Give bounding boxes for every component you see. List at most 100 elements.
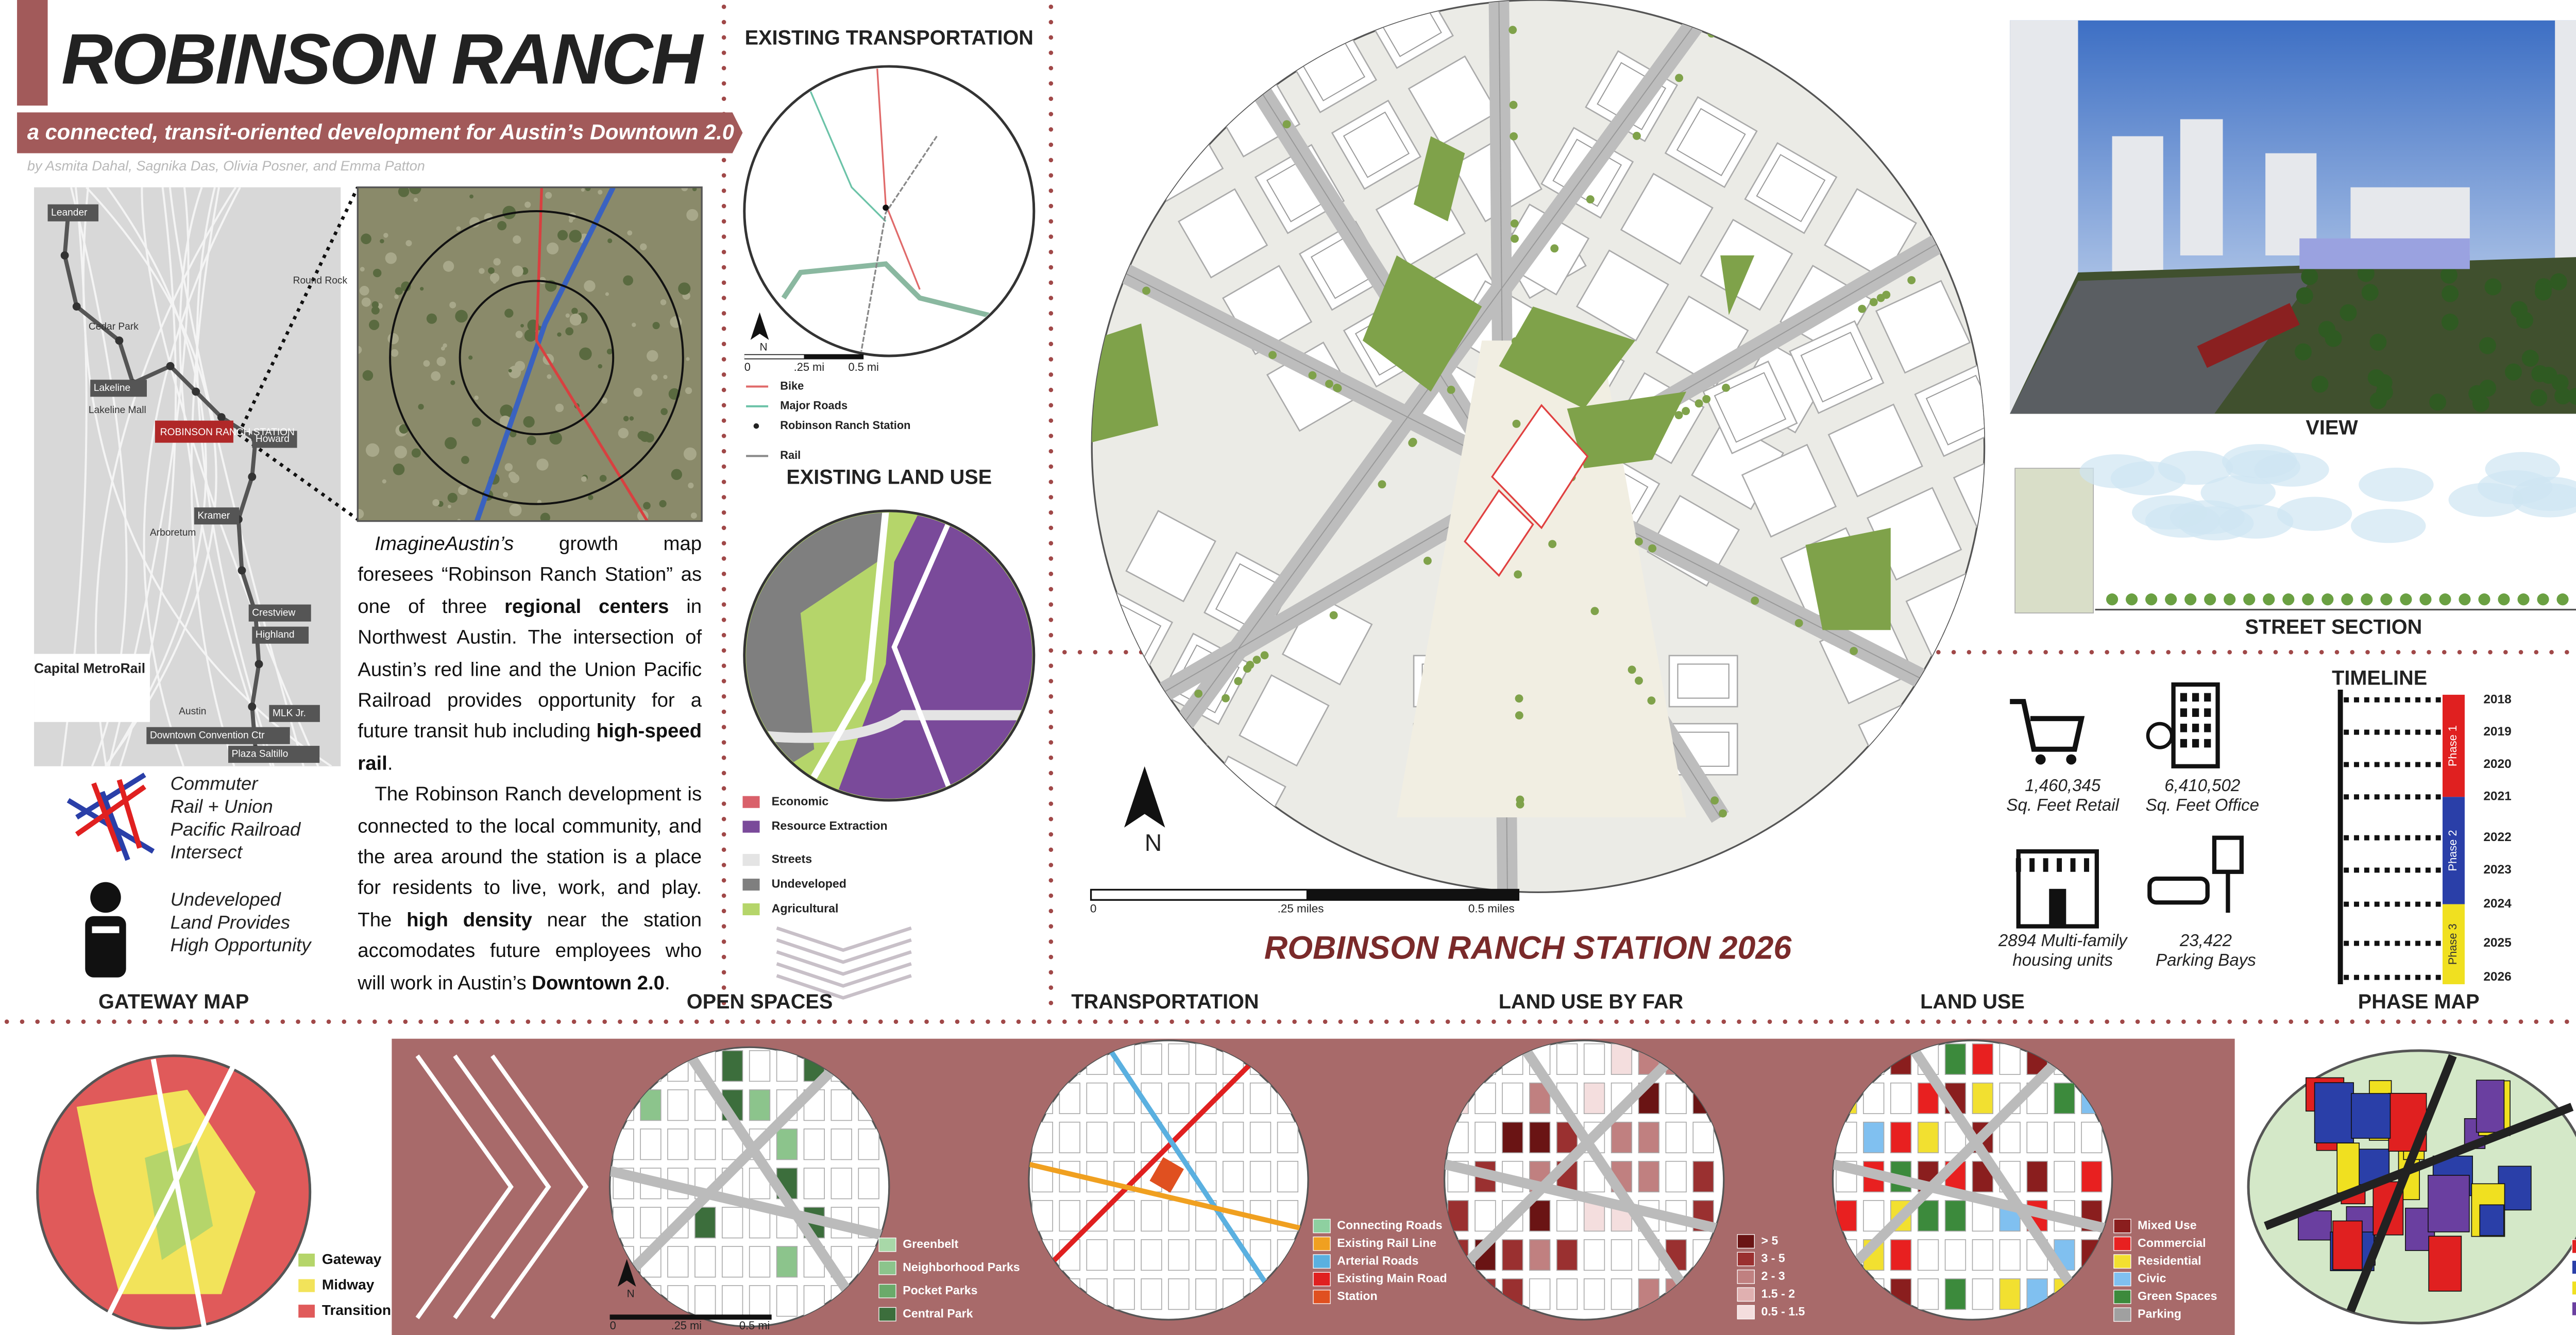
legend-label: 2 - 3 (1761, 1269, 1785, 1282)
tree (508, 369, 512, 373)
tree (1447, 385, 1455, 394)
tree (549, 432, 562, 445)
map-label: Lakeline (94, 383, 130, 393)
chevron (776, 950, 912, 976)
block (694, 1207, 716, 1239)
block (1249, 1160, 1272, 1193)
tree (513, 235, 521, 244)
block (1168, 1200, 1190, 1232)
phase-building (2476, 1080, 2505, 1133)
tree (1511, 234, 1519, 243)
view-tree (2530, 389, 2548, 406)
building (1343, 111, 1410, 178)
section-tree (2498, 593, 2510, 606)
section-tree (2204, 593, 2216, 606)
section-title: EXISTING TRANSPORTATION (745, 27, 1033, 49)
text: ImagineAustin’s (375, 533, 514, 555)
legend-label: Arterial Roads (1337, 1254, 1418, 1267)
label-box (155, 420, 233, 443)
tree (449, 301, 456, 309)
tree (660, 408, 668, 415)
stat: Sq. Feet Retail (2006, 796, 2120, 815)
tree (671, 469, 682, 480)
cart-icon (2010, 699, 2085, 752)
section-tree (2243, 593, 2256, 606)
station (166, 362, 175, 370)
legend-label: Economic (772, 794, 829, 808)
section-tree (2478, 593, 2490, 606)
tree (1876, 294, 1885, 302)
block (1665, 1121, 1687, 1154)
road (609, 1047, 856, 1293)
tree (1515, 711, 1523, 720)
block (1113, 1200, 1135, 1232)
block (667, 1128, 689, 1160)
tree (569, 230, 582, 243)
cloud (2448, 483, 2523, 517)
green-space (1414, 136, 1465, 221)
block (1168, 1278, 1190, 1310)
site-plan (1092, 0, 1985, 893)
view-tree (2504, 363, 2522, 381)
legend-label: Resource Extraction (772, 819, 888, 832)
callout (236, 186, 360, 435)
block (1475, 1200, 1496, 1232)
tree (1213, 10, 1222, 19)
cloud (2170, 500, 2245, 535)
legend-swatch (742, 820, 760, 833)
block (1917, 1121, 1939, 1154)
tree (447, 492, 457, 503)
map-label: Downtown Convention Ctr (150, 730, 265, 741)
block (2054, 1121, 2075, 1154)
tree (385, 252, 397, 264)
block (1168, 1082, 1190, 1115)
tree (623, 416, 629, 422)
legend-swatch (878, 1260, 896, 1275)
rail (859, 135, 938, 354)
view-tree (2531, 365, 2549, 382)
block (1890, 1239, 1912, 1271)
block (1944, 1278, 1967, 1310)
tree (488, 267, 495, 274)
stat: Sq. Feet Office (2146, 796, 2259, 815)
text: near the station accomodates future empl… (358, 909, 702, 994)
tree (361, 233, 371, 245)
road (1028, 1160, 1309, 1234)
tree (1509, 100, 1518, 109)
phase-label: Phase 3 (2446, 923, 2459, 965)
tree (1674, 411, 1683, 419)
road (1444, 1158, 1724, 1236)
label-box (194, 507, 240, 525)
tree (1675, 74, 1684, 82)
tree (579, 347, 592, 361)
scale-label: .25 miles (1278, 902, 1324, 915)
block (1944, 1200, 1967, 1232)
road (1098, 1040, 1290, 1318)
note: High Opportunity (171, 934, 313, 955)
north-label: N (760, 341, 768, 353)
building (1092, 684, 1118, 753)
block (1611, 1278, 1633, 1310)
panel-title: LAND USE BY FAR (1499, 990, 1683, 1013)
tree (1117, 836, 1126, 845)
tree (1234, 677, 1243, 686)
tree (1978, 235, 1985, 244)
rail (474, 187, 616, 521)
tree (448, 505, 451, 508)
tree (1514, 570, 1522, 579)
block (721, 1050, 743, 1082)
view-train (2197, 303, 2300, 368)
block (640, 1207, 662, 1239)
tree (1632, 131, 1641, 140)
building (1714, 372, 1787, 443)
legend-label: Agricultural (772, 902, 839, 915)
block (1611, 1239, 1633, 1271)
legend-label: 3 - 5 (1761, 1252, 1785, 1265)
tree (398, 187, 410, 197)
section-tree (2165, 593, 2177, 606)
legend-label: Connecting Roads (1337, 1219, 1442, 1232)
block (694, 1128, 716, 1160)
building (1677, 663, 1730, 699)
scale-label: 0.5 miles (1468, 902, 1515, 915)
tree (493, 258, 501, 266)
